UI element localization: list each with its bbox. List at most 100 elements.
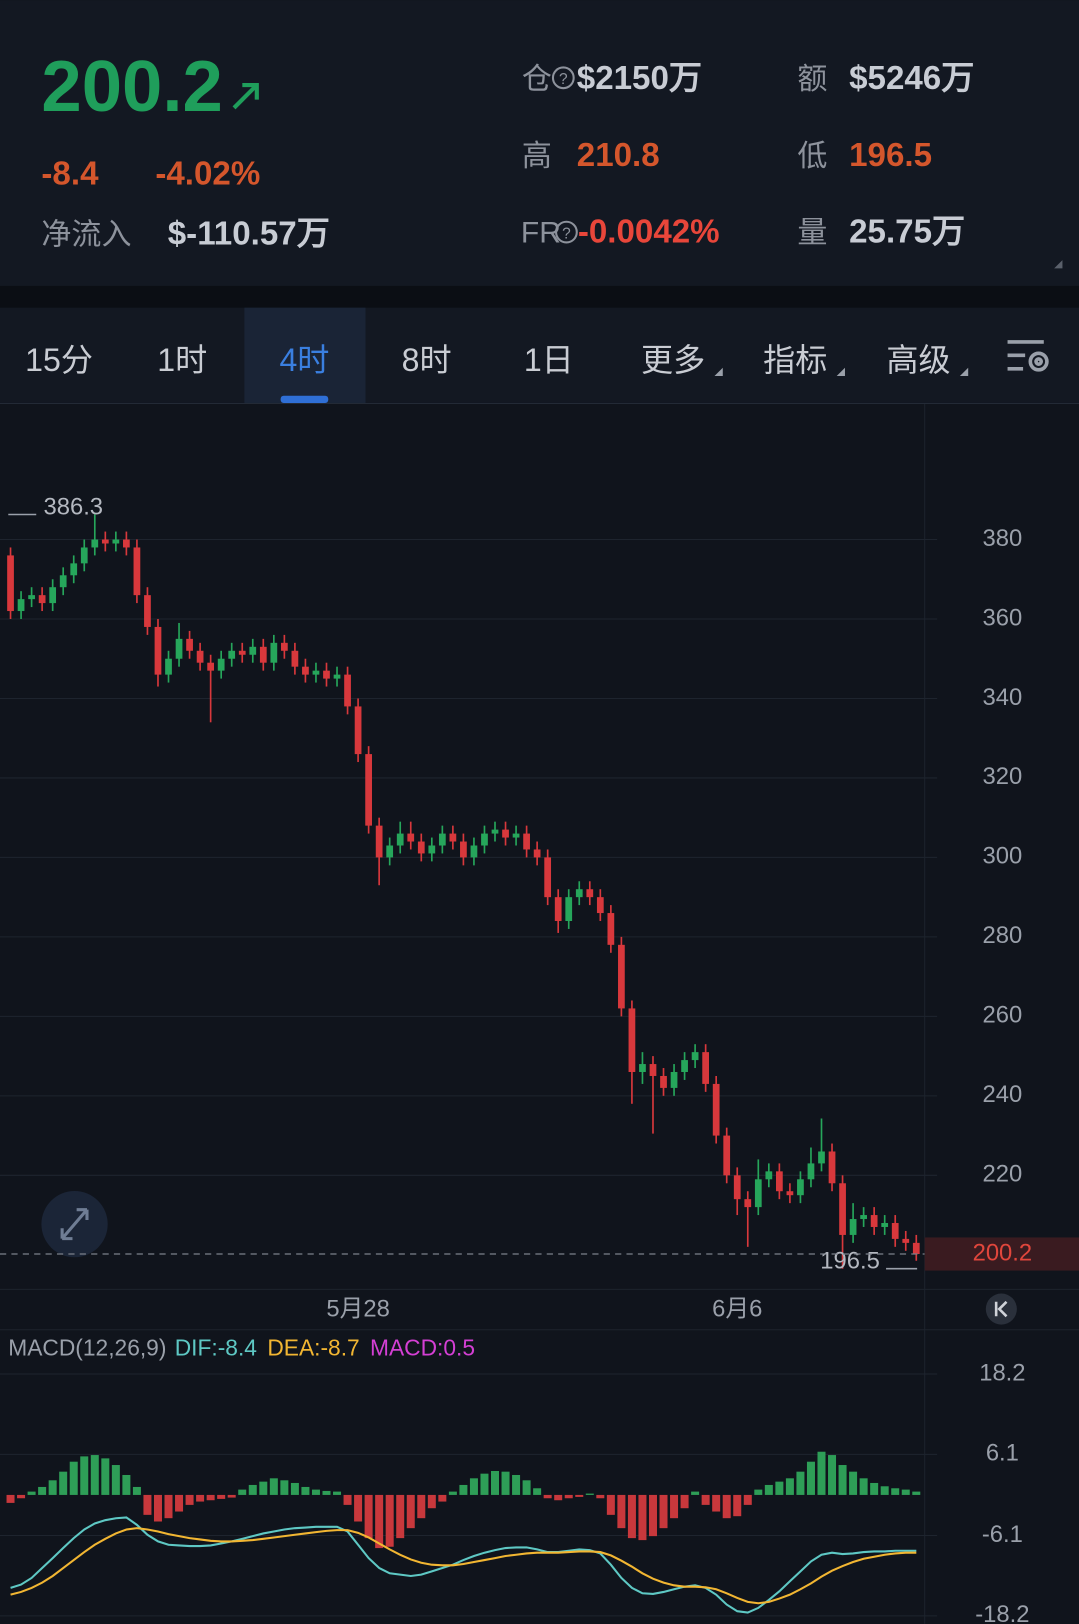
histogram-bar	[849, 1471, 858, 1495]
histogram-bar	[806, 1461, 815, 1495]
stat-value: -0.0042%	[578, 213, 720, 250]
y-tick-label: 340	[983, 684, 1023, 711]
histogram-bar	[459, 1484, 468, 1495]
scroll-latest-button[interactable]	[985, 1293, 1017, 1325]
candle-body	[70, 563, 78, 576]
header-bg	[0, 0, 1079, 286]
histogram-bar	[512, 1474, 521, 1495]
histogram-bar	[206, 1494, 215, 1501]
histogram-bar	[670, 1494, 679, 1519]
histogram-bar	[880, 1486, 889, 1495]
last-price-tag	[924, 1237, 1079, 1271]
candle-body	[386, 845, 394, 858]
histogram-bar	[901, 1489, 910, 1495]
candle-body	[270, 642, 278, 663]
x-tick-label: 6月6	[712, 1295, 762, 1322]
candle-body	[133, 547, 141, 596]
candle-body	[491, 829, 499, 834]
min-label: 196.5	[820, 1248, 880, 1275]
candle-body	[344, 674, 351, 707]
histogram-bar	[238, 1489, 247, 1495]
histogram-bar	[175, 1494, 184, 1512]
candle-body	[175, 638, 183, 659]
candle-body	[7, 555, 14, 612]
histogram-bar	[385, 1494, 394, 1547]
histogram-bar	[27, 1491, 36, 1495]
y-tick-label: 6.1	[986, 1440, 1019, 1467]
candle-body	[38, 595, 46, 604]
tab[interactable]: 15分	[25, 342, 93, 378]
legend-entry: MACD:0.5	[370, 1335, 475, 1361]
separator	[0, 285, 1079, 308]
histogram-bar	[343, 1494, 352, 1505]
candle-body	[649, 1064, 657, 1076]
dropdown-caret	[714, 367, 723, 377]
histogram-bar	[438, 1494, 447, 1502]
candle-body	[565, 897, 573, 921]
stat-value: 196.5	[849, 137, 932, 174]
histogram-bar	[859, 1478, 868, 1495]
candle-body	[417, 841, 425, 854]
histogram-bar	[38, 1486, 47, 1495]
candle-body	[607, 913, 615, 945]
candle-body	[396, 833, 404, 846]
candle-body	[259, 646, 267, 663]
histogram-bar	[375, 1494, 384, 1549]
net-inflow: $-110.57万	[168, 216, 330, 253]
histogram-bar	[164, 1494, 173, 1519]
histogram-bar	[754, 1489, 763, 1495]
histogram-bar	[648, 1494, 657, 1537]
stat-label: 额	[797, 63, 827, 96]
candle-body	[660, 1075, 667, 1088]
y-tick-label: 240	[983, 1081, 1023, 1108]
candle-body	[407, 833, 415, 842]
tab[interactable]: 8时	[402, 342, 452, 378]
tabs-bg	[0, 307, 1079, 403]
candle-body	[59, 575, 67, 588]
histogram-bar	[775, 1481, 784, 1495]
help-icon[interactable]	[551, 66, 575, 90]
tab[interactable]: 高级	[886, 342, 950, 378]
candle-body	[765, 1171, 773, 1180]
histogram-bar	[680, 1494, 689, 1509]
stat-value: $5246万	[849, 60, 974, 97]
candle-body	[828, 1151, 836, 1184]
histogram-bar	[153, 1494, 162, 1522]
tab[interactable]: 1时	[157, 342, 207, 378]
histogram-bar	[712, 1494, 721, 1512]
tab[interactable]: 4时	[279, 342, 329, 378]
candle-body	[280, 642, 288, 651]
histogram-bar	[59, 1471, 68, 1495]
help-icon[interactable]	[555, 220, 578, 244]
histogram-bar	[322, 1490, 331, 1495]
histogram-bar	[533, 1488, 542, 1495]
candle-body	[91, 539, 99, 548]
histogram-bar	[585, 1493, 594, 1495]
candle-body	[639, 1064, 646, 1073]
histogram-bar	[701, 1494, 710, 1505]
histogram-bar	[469, 1478, 478, 1495]
tab[interactable]: 更多	[641, 342, 705, 378]
stat-label: 仓	[522, 63, 552, 96]
candle-body	[365, 754, 372, 826]
tab[interactable]: 指标	[763, 342, 827, 378]
candle-body	[217, 658, 225, 671]
tab-active-bg	[244, 307, 366, 403]
candle-body	[123, 539, 130, 548]
histogram-bar	[838, 1465, 847, 1495]
y-tick-label: 220	[983, 1161, 1023, 1188]
candle-body	[691, 1052, 699, 1061]
histogram-bar	[733, 1494, 742, 1517]
stat-label: 高	[522, 140, 552, 173]
tab[interactable]: 1日	[524, 342, 574, 378]
histogram-bar	[132, 1486, 141, 1495]
max-label: 386.3	[43, 493, 103, 520]
candle-body	[144, 595, 151, 627]
candle-body	[733, 1175, 741, 1200]
histogram-bar	[543, 1494, 552, 1499]
chart-settings-icon[interactable]	[1007, 340, 1049, 372]
y-tick-label: 380	[983, 525, 1023, 552]
histogram-bar	[80, 1456, 89, 1495]
last-price-label: 200.2	[973, 1239, 1033, 1266]
